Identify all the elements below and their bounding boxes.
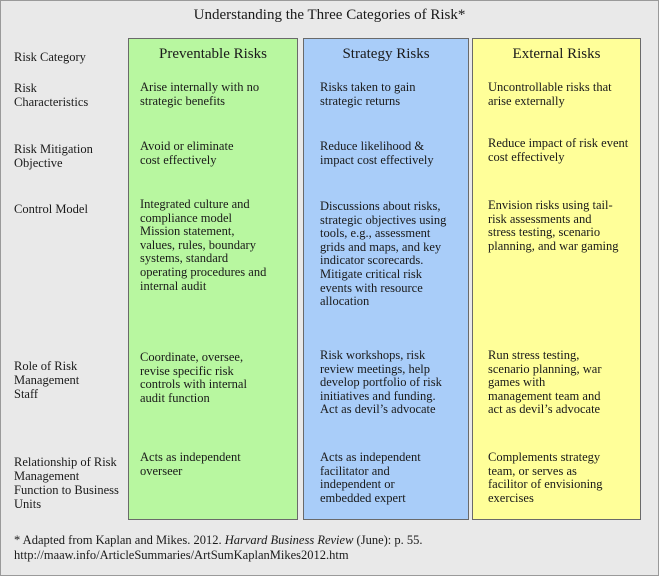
cell-strategy-control: Discussions about risks, strategic objec… [320, 199, 447, 309]
cell-preventable-characteristics: Arise internally with no strategic benef… [140, 80, 260, 108]
cell-preventable-role: Coordinate, oversee, revise specific ris… [140, 350, 247, 405]
row-label-relationship: Relationship of Risk Management Function… [14, 455, 119, 511]
cell-external-control: Envision risks using tail-risk assessmen… [488, 198, 619, 253]
footnote: * Adapted from Kaplan and Mikes. 2012. H… [14, 533, 654, 562]
row-label-characteristics: Risk Characteristics [14, 81, 89, 109]
cell-strategy-relationship: Acts as independent facilitator and inde… [320, 450, 421, 505]
footnote-pages: (June): p. 55. [353, 533, 423, 547]
cell-preventable-relationship: Acts as independent overseer [140, 450, 241, 478]
diagram-title: Understanding the Three Categories of Ri… [193, 7, 466, 23]
cell-strategy-characteristics: Risks taken to gain strategic returns [320, 80, 416, 108]
column-external [472, 38, 641, 520]
footnote-journal: Harvard Business Review [224, 533, 354, 547]
footnote-citation: * Adapted from Kaplan and Mikes. 2012. [14, 533, 225, 547]
column-preventable [128, 38, 298, 520]
cell-strategy-role: Risk workshops, risk review meetings, he… [320, 348, 442, 417]
cell-external-role: Run stress testing, scenario planning, w… [488, 348, 602, 417]
row-label-mitigation: Risk Mitigation Objective [14, 142, 93, 170]
header-strategy: Strategy Risks [342, 46, 430, 62]
cell-external-relationship: Complements strategy team, or serves as … [488, 450, 603, 505]
cell-preventable-control: Integrated culture and compliance model … [140, 197, 267, 293]
cell-preventable-mitigation: Avoid or eliminate cost effectively [140, 139, 234, 167]
header-preventable: Preventable Risks [159, 46, 267, 62]
cell-external-mitigation: Reduce impact of risk event cost effecti… [488, 136, 629, 164]
column-strategy [303, 38, 469, 520]
row-label-role-staff: Role of Risk Management Staff [14, 359, 80, 401]
row-label-risk-category: Risk Category [14, 50, 86, 64]
footnote-url[interactable]: http://maaw.info/ArticleSummaries/ArtSum… [14, 547, 349, 562]
cell-external-characteristics: Uncontrollable risks that arise external… [488, 80, 612, 108]
cell-strategy-mitigation: Reduce likelihood & impact cost effectiv… [320, 139, 434, 167]
row-label-control-model: Control Model [14, 202, 88, 216]
header-external: External Risks [512, 46, 601, 62]
